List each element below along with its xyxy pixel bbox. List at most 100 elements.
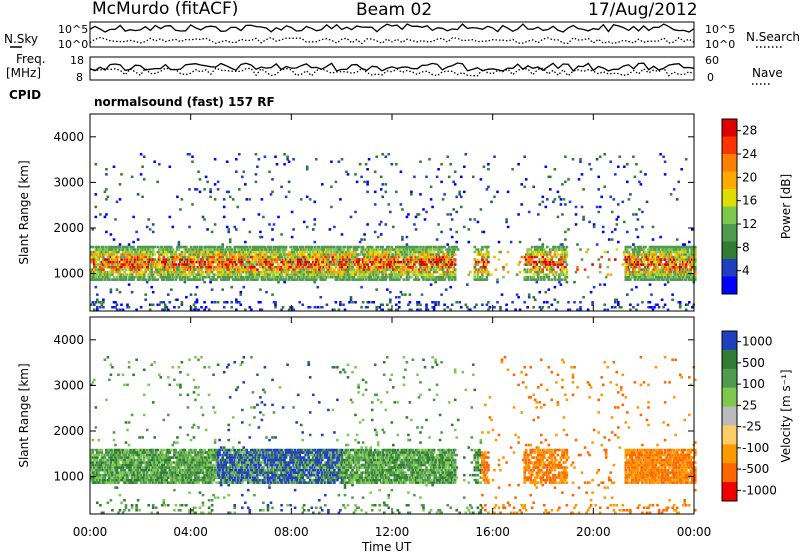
echo-cell — [610, 230, 614, 234]
echo-cell — [408, 308, 412, 311]
echo-cell — [363, 255, 366, 259]
echo-cell — [307, 248, 310, 251]
echo-cell — [174, 298, 178, 301]
echo-cell — [606, 250, 609, 254]
echo-cell — [656, 273, 659, 276]
echo-cell — [212, 250, 215, 254]
echo-cell — [577, 178, 581, 181]
echo-cell — [200, 306, 203, 309]
echo-cell — [253, 270, 256, 274]
echo-cell — [662, 306, 665, 309]
echo-cell — [302, 258, 306, 261]
echo-cell — [206, 260, 209, 264]
echo-cell — [310, 263, 314, 266]
echo-cell — [444, 260, 448, 264]
echo-cell — [120, 501, 123, 504]
echo-cell — [615, 223, 619, 226]
nave-tick-bottom: 0 — [707, 71, 714, 84]
echo-cell — [373, 263, 377, 266]
echo-cell — [233, 225, 236, 229]
echo-cell — [96, 258, 99, 261]
echo-cell — [479, 178, 483, 181]
echo-cell — [666, 263, 670, 266]
echo-cell — [268, 275, 271, 279]
echo-cell — [109, 233, 113, 236]
echo-cell — [663, 270, 667, 274]
echo-cell — [183, 270, 187, 274]
echo-cell — [292, 273, 295, 276]
echo-cell — [136, 458, 140, 462]
echo-cell — [358, 268, 362, 271]
echo-cell — [632, 273, 635, 276]
echo-cell — [185, 273, 188, 276]
echo-cell — [127, 275, 131, 279]
colorbar-tick-label: 4 — [742, 264, 750, 278]
echo-cell — [556, 278, 560, 281]
echo-cell — [191, 273, 194, 276]
echo-cell — [564, 260, 567, 264]
echo-cell — [342, 273, 345, 276]
echo-cell — [242, 275, 246, 279]
echo-cell — [614, 228, 617, 231]
echo-cell — [236, 260, 240, 264]
echo-cell — [115, 458, 119, 462]
echo-cell — [376, 255, 380, 259]
echo-cell — [446, 248, 449, 251]
echo-cell — [274, 253, 277, 256]
echo-cell — [99, 270, 102, 274]
echo-cell — [209, 190, 212, 194]
echo-cell — [112, 260, 116, 264]
echo-cell — [301, 268, 304, 271]
echo-cell — [565, 275, 569, 279]
echo-cell — [555, 248, 558, 251]
echo-cell — [606, 273, 609, 276]
echo-cell — [315, 248, 318, 251]
echo-cell — [472, 175, 475, 179]
echo-cell — [123, 509, 126, 512]
echo-cell — [375, 275, 378, 279]
echo-cell — [389, 260, 392, 264]
echo-cell — [109, 258, 113, 261]
echo-cell — [632, 213, 635, 216]
echo-cell — [497, 258, 501, 261]
echo-cell — [99, 451, 102, 454]
echo-cell — [540, 245, 543, 249]
echo-cell — [97, 468, 101, 472]
echo-cell — [684, 275, 688, 279]
echo-cell — [287, 268, 291, 271]
echo-cell — [340, 255, 344, 259]
echo-cell — [124, 473, 128, 477]
echo-cell — [660, 250, 664, 254]
echo-cell — [144, 466, 147, 469]
echo-cell — [429, 265, 433, 269]
echo-cell — [387, 263, 391, 266]
echo-cell — [411, 265, 415, 269]
echo-cell — [617, 303, 620, 306]
echo-cell — [287, 308, 291, 311]
echo-cell — [265, 255, 268, 259]
echo-cell — [289, 260, 292, 264]
echo-cell — [111, 509, 114, 512]
echo-cell — [648, 260, 652, 264]
echo-cell — [284, 265, 288, 269]
echo-cell — [136, 238, 140, 241]
echo-cell — [126, 476, 129, 479]
echo-cell — [271, 263, 274, 266]
echo-cell — [153, 265, 156, 269]
echo-cell — [416, 248, 419, 251]
echo-cell — [165, 248, 169, 251]
echo-cell — [689, 270, 693, 274]
echo-cell — [564, 273, 567, 276]
echo-cell — [120, 173, 123, 176]
echo-cell — [283, 280, 286, 284]
echo-cell — [274, 303, 277, 306]
echo-cell — [156, 260, 159, 264]
echo-cell — [105, 188, 108, 191]
echo-cell — [102, 481, 105, 484]
echo-cell — [135, 458, 138, 462]
echo-cell — [532, 268, 535, 271]
echo-cell — [343, 258, 347, 261]
echo-cell — [281, 258, 285, 261]
beam-title: Beam 02 — [356, 0, 432, 20]
echo-cell — [132, 265, 135, 269]
